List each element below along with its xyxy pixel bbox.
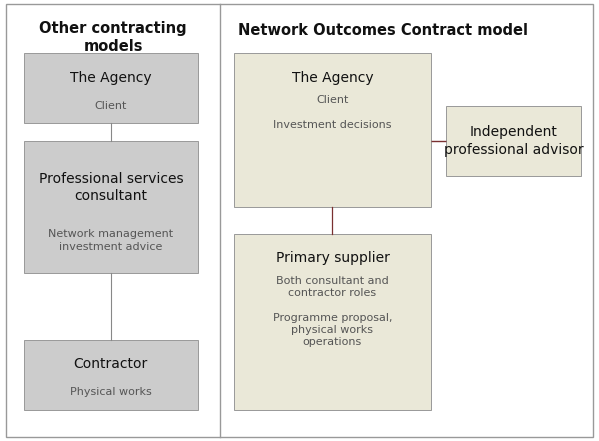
FancyBboxPatch shape <box>24 340 198 410</box>
Text: Independent
professional advisor: Independent professional advisor <box>444 126 583 157</box>
Text: Other contracting
models: Other contracting models <box>40 21 187 54</box>
Text: Programme proposal,: Programme proposal, <box>273 313 392 323</box>
Text: Professional services
consultant: Professional services consultant <box>38 172 183 202</box>
FancyBboxPatch shape <box>234 234 431 410</box>
Text: physical works: physical works <box>292 325 373 335</box>
FancyBboxPatch shape <box>446 106 581 176</box>
Text: Network Outcomes Contract model: Network Outcomes Contract model <box>238 23 528 38</box>
FancyBboxPatch shape <box>24 53 198 123</box>
Text: Network management
investment advice: Network management investment advice <box>49 229 173 251</box>
Text: Primary supplier: Primary supplier <box>276 251 389 265</box>
Text: The Agency: The Agency <box>292 71 373 85</box>
Text: Contractor: Contractor <box>74 357 148 371</box>
Text: operations: operations <box>303 337 362 348</box>
FancyBboxPatch shape <box>24 141 198 273</box>
Text: Physical works: Physical works <box>70 388 152 397</box>
Text: The Agency: The Agency <box>70 71 152 85</box>
Text: contractor roles: contractor roles <box>288 288 377 298</box>
Text: Client: Client <box>95 101 127 111</box>
FancyBboxPatch shape <box>234 53 431 207</box>
Text: Both consultant and: Both consultant and <box>276 276 389 286</box>
Text: Client: Client <box>316 95 349 105</box>
Text: Investment decisions: Investment decisions <box>273 120 392 130</box>
